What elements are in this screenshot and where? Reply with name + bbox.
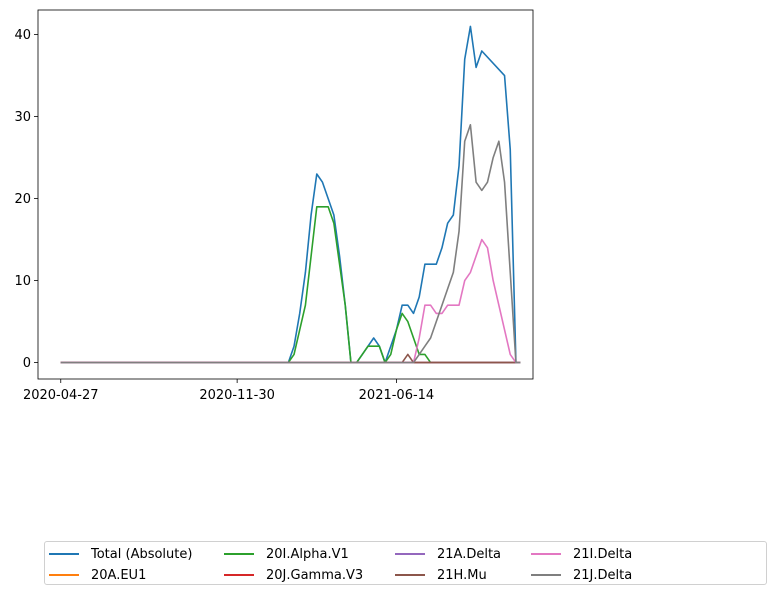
legend-item: 20J.Gamma.V3 (224, 565, 363, 585)
plot-area (37, 9, 534, 380)
legend-swatch (49, 553, 79, 555)
y-tick-label: 10 (14, 274, 31, 289)
legend-label: 20A.EU1 (91, 567, 147, 583)
series-line-7 (60, 124, 521, 364)
legend-label: Total (Absolute) (91, 546, 193, 562)
y-axis: 0 10 20 30 40 (14, 28, 38, 371)
series-line-2 (60, 206, 521, 364)
legend-item: 21I.Delta (531, 544, 632, 564)
legend-item: 21A.Delta (395, 544, 501, 564)
legend-swatch (224, 553, 254, 555)
legend-swatch (531, 553, 561, 555)
x-tick-label: 2020-04-27 (23, 388, 99, 403)
legend-label: 21J.Delta (573, 567, 633, 583)
legend: Total (Absolute) 20A.EU1 20I.Alpha.V1 20J.G… (44, 541, 767, 585)
legend-item: 20I.Alpha.V1 (224, 544, 349, 564)
legend-label: 20J.Gamma.V3 (266, 567, 364, 583)
legend-label: 21I.Delta (573, 546, 633, 562)
legend-swatch (395, 553, 425, 555)
series-layer (60, 25, 521, 364)
legend-swatch (224, 574, 254, 576)
legend-label: 20I.Alpha.V1 (266, 546, 349, 562)
legend-swatch (395, 574, 425, 576)
legend-swatch (531, 574, 561, 576)
legend-label: 21H.Mu (437, 567, 487, 583)
legend-item: 21J.Delta (531, 565, 632, 585)
legend-item: Total (Absolute) (49, 544, 192, 564)
legend-item: 21H.Mu (395, 565, 487, 585)
x-axis: 2020-04-27 2020-11-30 2021-06-14 (23, 379, 434, 403)
series-line-6 (60, 238, 521, 364)
series-line-0 (60, 25, 521, 364)
legend-item: 20A.EU1 (49, 565, 146, 585)
legend-swatch (49, 574, 79, 576)
y-tick-label: 40 (14, 28, 31, 43)
legend-label: 21A.Delta (437, 546, 502, 562)
y-tick-label: 0 (23, 356, 31, 371)
x-tick-label: 2020-11-30 (199, 388, 275, 403)
y-tick-label: 30 (14, 110, 31, 125)
x-tick-label: 2021-06-14 (359, 388, 435, 403)
y-tick-label: 20 (14, 192, 31, 207)
